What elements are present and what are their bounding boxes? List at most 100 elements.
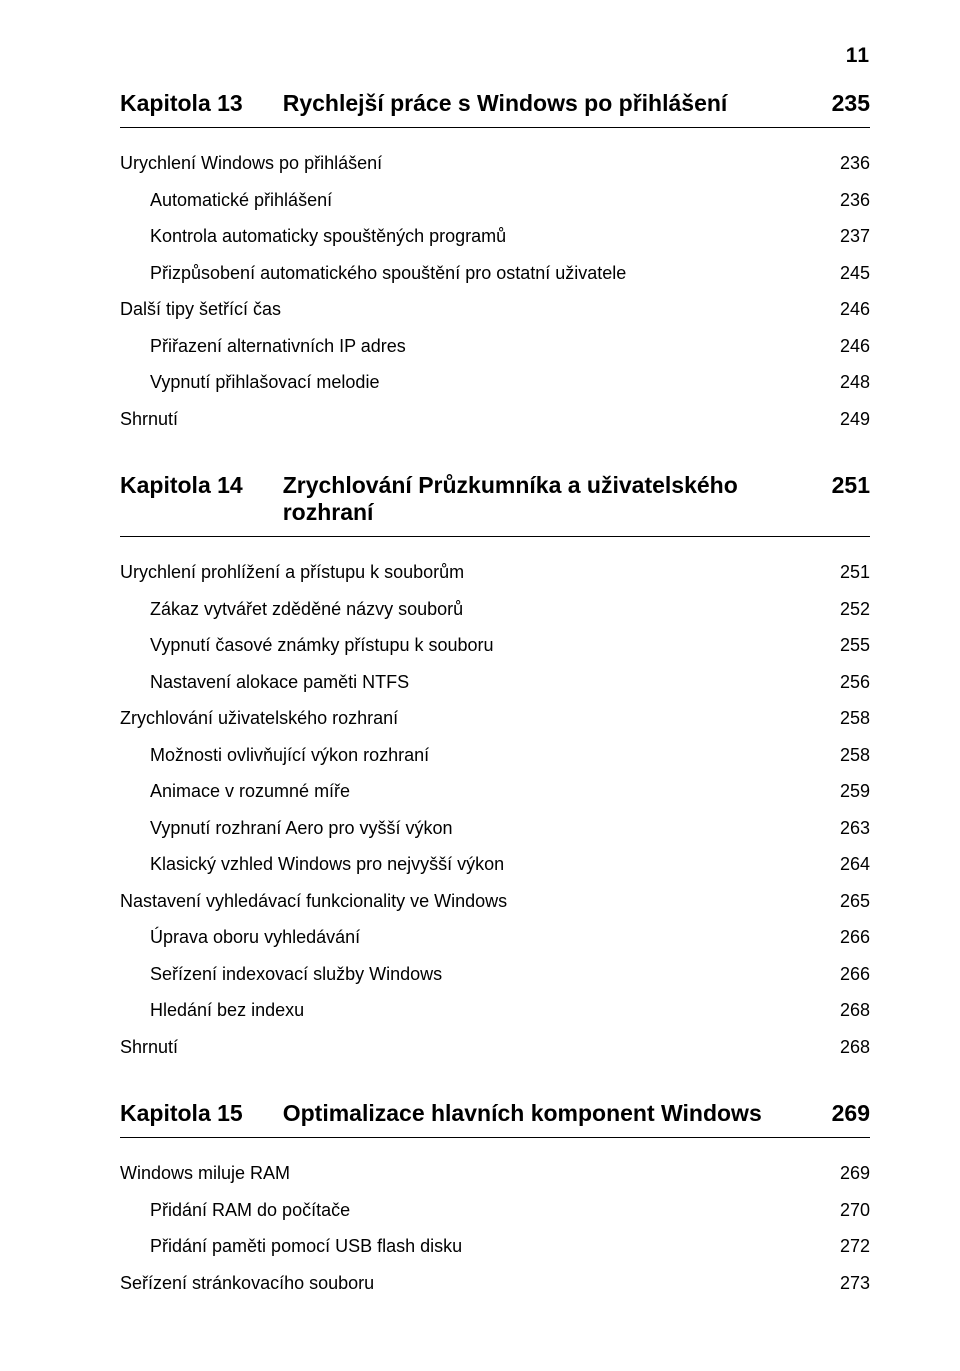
- chapter-block: Kapitola 13 Rychlejší práce s Windows po …: [120, 90, 870, 430]
- chapter-page: 269: [832, 1100, 870, 1127]
- toc-entry: Možnosti ovlivňující výkon rozhraní258: [120, 744, 870, 767]
- toc-entry: Vypnutí časové známky přístupu k souboru…: [120, 634, 870, 657]
- chapter-block: Kapitola 14 Zrychlování Průzkumníka a uži…: [120, 472, 870, 1058]
- entry-list: Windows miluje RAM269Přidání RAM do počí…: [120, 1162, 870, 1294]
- toc-entry: Nastavení alokace paměti NTFS256: [120, 671, 870, 694]
- chapter-heading: Kapitola 13 Rychlejší práce s Windows po …: [120, 90, 870, 117]
- entry-title: Urychlení prohlížení a přístupu k soubor…: [120, 561, 840, 584]
- toc-entry: Klasický vzhled Windows pro nejvyšší výk…: [120, 853, 870, 876]
- entry-title: Nastavení alokace paměti NTFS: [150, 671, 840, 694]
- entry-title: Úprava oboru vyhledávání: [150, 926, 840, 949]
- entry-page: 251: [840, 561, 870, 584]
- toc-entry: Vypnutí rozhraní Aero pro vyšší výkon263: [120, 817, 870, 840]
- entry-page: 263: [840, 817, 870, 840]
- entry-page: 246: [840, 298, 870, 321]
- entry-page: 268: [840, 999, 870, 1022]
- entry-page: 272: [840, 1235, 870, 1258]
- toc-entry: Automatické přihlášení236: [120, 189, 870, 212]
- entry-page: 236: [840, 152, 870, 175]
- entry-page: 245: [840, 262, 870, 285]
- toc-entry: Shrnutí268: [120, 1036, 870, 1059]
- entry-page: 258: [840, 744, 870, 767]
- entry-title: Windows miluje RAM: [120, 1162, 840, 1185]
- toc-entry: Urychlení prohlížení a přístupu k soubor…: [120, 561, 870, 584]
- entry-page: 266: [840, 926, 870, 949]
- entry-page: 268: [840, 1036, 870, 1059]
- toc-entry: Seřízení stránkovacího souboru273: [120, 1272, 870, 1295]
- entry-page: 248: [840, 371, 870, 394]
- entry-list: Urychlení prohlížení a přístupu k soubor…: [120, 561, 870, 1058]
- entry-title: Přiřazení alternativních IP adres: [150, 335, 840, 358]
- entry-page: 264: [840, 853, 870, 876]
- toc-entry: Kontrola automaticky spouštěných program…: [120, 225, 870, 248]
- entry-title: Vypnutí rozhraní Aero pro vyšší výkon: [150, 817, 840, 840]
- page-number: 11: [120, 44, 870, 68]
- toc-entry: Přiřazení alternativních IP adres246: [120, 335, 870, 358]
- table-of-contents: Kapitola 13 Rychlejší práce s Windows po …: [120, 90, 870, 1294]
- toc-entry: Hledání bez indexu268: [120, 999, 870, 1022]
- entry-title: Shrnutí: [120, 408, 840, 431]
- entry-title: Animace v rozumné míře: [150, 780, 840, 803]
- toc-entry: Nastavení vyhledávací funkcionality ve W…: [120, 890, 870, 913]
- entry-title: Další tipy šetřící čas: [120, 298, 840, 321]
- entry-title: Seřízení stránkovacího souboru: [120, 1272, 840, 1295]
- entry-title: Vypnutí přihlašovací melodie: [150, 371, 840, 394]
- entry-page: 236: [840, 189, 870, 212]
- toc-entry: Zrychlování uživatelského rozhraní258: [120, 707, 870, 730]
- chapter-label: Kapitola 13: [120, 90, 243, 117]
- chapter-label: Kapitola 15: [120, 1100, 243, 1127]
- chapter-rule: [120, 127, 870, 128]
- entry-page: 258: [840, 707, 870, 730]
- chapter-title: Optimalizace hlavních komponent Windows: [283, 1100, 812, 1127]
- entry-page: 256: [840, 671, 870, 694]
- entry-list: Urychlení Windows po přihlášení236Automa…: [120, 152, 870, 430]
- chapter-page: 251: [832, 472, 870, 499]
- entry-page: 265: [840, 890, 870, 913]
- chapter-heading: Kapitola 15 Optimalizace hlavních kompone…: [120, 1100, 870, 1127]
- entry-title: Kontrola automaticky spouštěných program…: [150, 225, 840, 248]
- entry-title: Možnosti ovlivňující výkon rozhraní: [150, 744, 840, 767]
- chapter-block: Kapitola 15 Optimalizace hlavních kompone…: [120, 1100, 870, 1294]
- entry-page: 270: [840, 1199, 870, 1222]
- chapter-title: Zrychlování Průzkumníka a uživatelského …: [283, 472, 812, 526]
- toc-entry: Animace v rozumné míře259: [120, 780, 870, 803]
- toc-entry: Přidání RAM do počítače270: [120, 1199, 870, 1222]
- chapter-rule: [120, 1137, 870, 1138]
- toc-entry: Urychlení Windows po přihlášení236: [120, 152, 870, 175]
- chapter-label: Kapitola 14: [120, 472, 243, 499]
- entry-page: 269: [840, 1162, 870, 1185]
- toc-entry: Úprava oboru vyhledávání266: [120, 926, 870, 949]
- toc-entry: Windows miluje RAM269: [120, 1162, 870, 1185]
- toc-entry: Shrnutí249: [120, 408, 870, 431]
- entry-page: 259: [840, 780, 870, 803]
- chapter-heading: Kapitola 14 Zrychlování Průzkumníka a uži…: [120, 472, 870, 526]
- chapter-title: Rychlejší práce s Windows po přihlášení: [283, 90, 812, 117]
- entry-page: 255: [840, 634, 870, 657]
- toc-entry: Vypnutí přihlašovací melodie248: [120, 371, 870, 394]
- entry-title: Automatické přihlášení: [150, 189, 840, 212]
- entry-title: Klasický vzhled Windows pro nejvyšší výk…: [150, 853, 840, 876]
- entry-title: Urychlení Windows po přihlášení: [120, 152, 840, 175]
- entry-page: 237: [840, 225, 870, 248]
- entry-page: 246: [840, 335, 870, 358]
- toc-entry: Zákaz vytvářet zděděné názvy souborů252: [120, 598, 870, 621]
- entry-title: Zákaz vytvářet zděděné názvy souborů: [150, 598, 840, 621]
- chapter-page: 235: [832, 90, 870, 117]
- entry-title: Přidání RAM do počítače: [150, 1199, 840, 1222]
- entry-page: 273: [840, 1272, 870, 1295]
- toc-entry: Seřízení indexovací služby Windows266: [120, 963, 870, 986]
- entry-title: Seřízení indexovací služby Windows: [150, 963, 840, 986]
- toc-entry: Další tipy šetřící čas246: [120, 298, 870, 321]
- entry-title: Shrnutí: [120, 1036, 840, 1059]
- chapter-rule: [120, 536, 870, 537]
- entry-page: 249: [840, 408, 870, 431]
- entry-title: Přidání paměti pomocí USB flash disku: [150, 1235, 840, 1258]
- entry-page: 252: [840, 598, 870, 621]
- entry-title: Zrychlování uživatelského rozhraní: [120, 707, 840, 730]
- entry-title: Nastavení vyhledávací funkcionality ve W…: [120, 890, 840, 913]
- entry-title: Hledání bez indexu: [150, 999, 840, 1022]
- entry-title: Přizpůsobení automatického spouštění pro…: [150, 262, 840, 285]
- entry-title: Vypnutí časové známky přístupu k souboru: [150, 634, 840, 657]
- toc-entry: Přidání paměti pomocí USB flash disku272: [120, 1235, 870, 1258]
- entry-page: 266: [840, 963, 870, 986]
